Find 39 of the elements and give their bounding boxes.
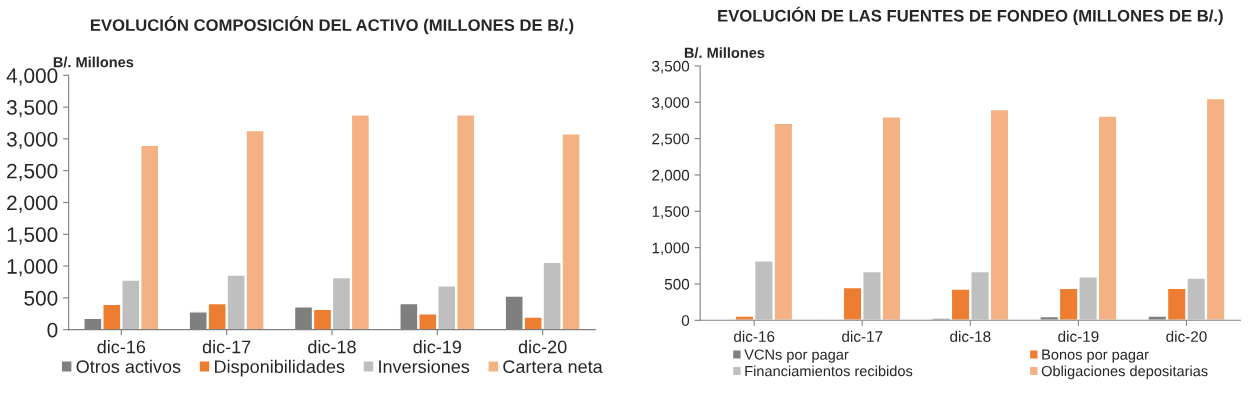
y-tick-label: 2,000 — [652, 169, 690, 183]
chart-title: EVOLUCIÓN COMPOSICIÓN DEL ACTIVO (MILLONES DE B/.) — [90, 16, 574, 35]
x-tick-label: dic-18 — [308, 340, 356, 354]
x-tick-label: dic-20 — [518, 340, 567, 354]
y-tick-label: 3,500 — [652, 60, 690, 74]
x-tick-label: dic-16 — [734, 330, 775, 342]
legend-label: Cartera neta — [503, 360, 603, 374]
legend-label: Bonos por pagar — [1042, 349, 1149, 363]
legend-label: Disponibilidades — [215, 359, 345, 377]
y-tick-label: 0 — [681, 315, 690, 326]
x-tick-label: dic-19 — [413, 340, 462, 354]
y-tick-label: 4,000 — [6, 68, 58, 86]
y-tick-label: 3,500 — [6, 100, 58, 118]
legend-label: Financiamientos recibidos — [745, 365, 913, 377]
x-tick-label: dic-19 — [1058, 330, 1099, 342]
legend-label: Obligaciones depositarias — [1041, 365, 1208, 380]
x-tick-label: dic-17 — [202, 340, 251, 354]
x-tick-label: dic-18 — [950, 330, 991, 342]
y-axis-title: B/. Millones — [53, 56, 134, 68]
x-tick-label: dic-20 — [1166, 330, 1207, 342]
x-tick-label: dic-17 — [842, 330, 883, 342]
y-tick-label: 1,500 — [7, 227, 58, 245]
y-tick-label: 0 — [47, 322, 58, 338]
y-tick-label: 2,500 — [7, 163, 58, 181]
y-tick-label: 2,500 — [652, 133, 690, 147]
y-axis-title: B/. Millones — [684, 47, 765, 59]
chart-title: EVOLUCIÓN DE LAS FUENTES DE FONDEO (MILLONES DE B/.) — [718, 6, 1223, 25]
y-tick-label: 3,000 — [6, 131, 58, 150]
y-tick-label: 1,000 — [7, 259, 58, 277]
y-tick-label: 2,000 — [7, 195, 58, 213]
y-tick-label: 3,000 — [652, 97, 690, 110]
legend-label: VCNs por pagar — [744, 349, 849, 363]
legend-label: Inversiones — [379, 359, 470, 374]
x-tick-label: dic-16 — [97, 340, 146, 354]
legend-label: Otros activos — [76, 359, 181, 374]
y-tick-label: 1,000 — [652, 242, 690, 256]
y-tick-label: 1,500 — [652, 206, 690, 219]
y-tick-label: 500 — [664, 278, 690, 290]
y-tick-label: 500 — [24, 290, 58, 306]
